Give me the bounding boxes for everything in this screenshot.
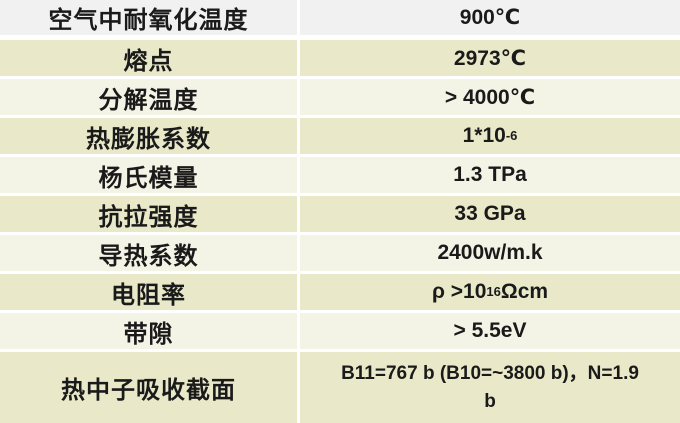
property-name-cell: 电阻率: [0, 274, 297, 310]
property-value-cell: 2400w/m.k: [300, 235, 680, 271]
property-value-cell: > 4000℃: [300, 79, 680, 115]
property-value-cell: 1.3 TPa: [300, 157, 680, 193]
table-row: 带隙 > 5.5eV: [0, 313, 680, 349]
property-name-cell: 导热系数: [0, 235, 297, 271]
table-row: 空气中耐氧化温度 900℃: [0, 0, 680, 35]
property-name-cell: 热中子吸收截面: [0, 352, 297, 423]
table-row: 热中子吸收截面 B11=767 b (B10=~3800 b)，N=1.9 b: [0, 352, 680, 423]
value-line-2: b: [484, 390, 496, 412]
property-value-cell: 2973℃: [300, 40, 680, 76]
table-row: 熔点 2973℃: [0, 40, 680, 76]
property-name-cell: 分解温度: [0, 79, 297, 115]
property-value-cell: 1*10 -6: [300, 118, 680, 154]
table-row: 分解温度 > 4000℃: [0, 79, 680, 115]
property-name-cell: 空气中耐氧化温度: [0, 0, 297, 35]
property-value-cell: > 5.5eV: [300, 313, 680, 349]
table-row: 热膨胀系数 1*10 -6: [0, 118, 680, 154]
table-row: 抗拉强度 33 GPa: [0, 196, 680, 232]
table-row: 电阻率 ρ >10 16 Ωcm: [0, 274, 680, 310]
property-value-cell: 33 GPa: [300, 196, 680, 232]
property-name-cell: 抗拉强度: [0, 196, 297, 232]
table-row: 杨氏模量 1.3 TPa: [0, 157, 680, 193]
property-value-cell: 900℃: [300, 0, 680, 35]
property-value-cell: ρ >10 16 Ωcm: [300, 274, 680, 310]
property-name-cell: 带隙: [0, 313, 297, 349]
value-text: 1*10: [462, 124, 506, 147]
property-name-cell: 热膨胀系数: [0, 118, 297, 154]
value-line-1: B11=767 b (B10=~3800 b)，N=1.9: [341, 362, 639, 384]
value-text: ρ >10: [431, 280, 487, 303]
property-name-cell: 熔点: [0, 40, 297, 76]
property-name-cell: 杨氏模量: [0, 157, 297, 193]
value-text: Ωcm: [500, 280, 549, 303]
property-value-cell: B11=767 b (B10=~3800 b)，N=1.9 b: [300, 352, 680, 423]
table-row: 导热系数 2400w/m.k: [0, 235, 680, 271]
